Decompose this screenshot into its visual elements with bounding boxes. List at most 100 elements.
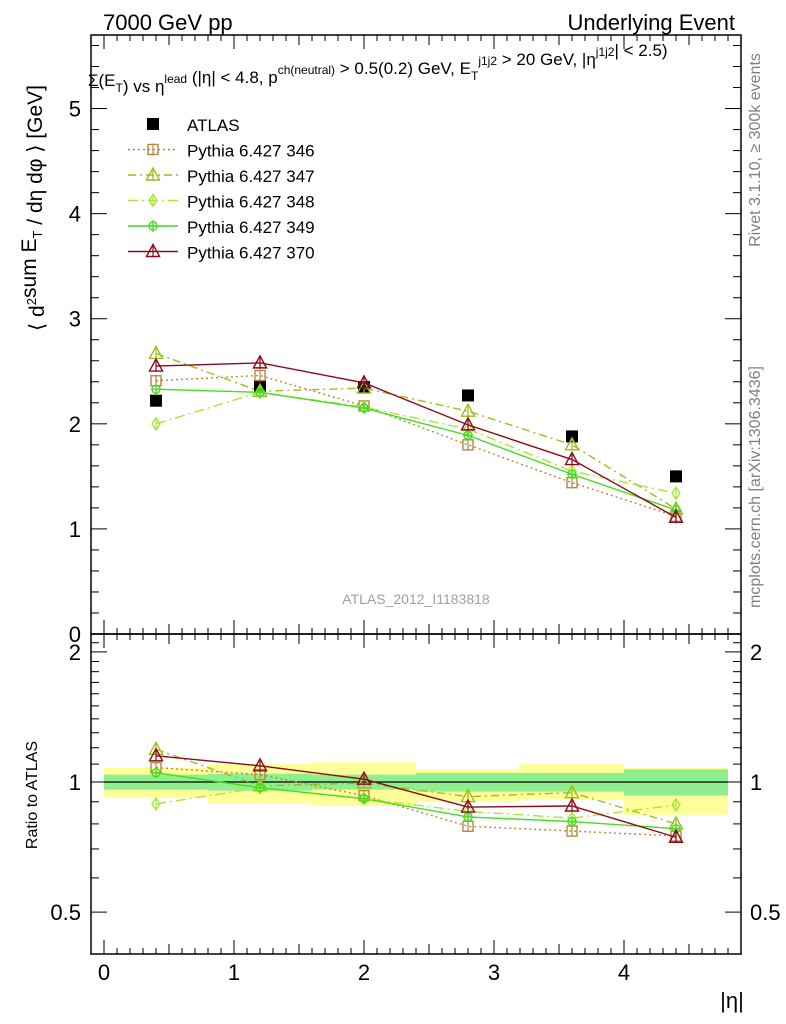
ratio-pythia-6-427-348-point — [671, 797, 681, 813]
y-tick-label: 2 — [69, 412, 81, 437]
pythia-6-427-349-line — [155, 388, 677, 511]
x-axis-label: |η| — [720, 988, 744, 1013]
x-tick-label: 1 — [228, 960, 240, 985]
ratio-pythia-6-427-348-point — [255, 780, 265, 795]
y-tick-label: 4 — [69, 202, 81, 227]
pythia-6-427-347-point — [356, 379, 372, 394]
ratio-series-group — [148, 740, 684, 843]
ratio-pythia-6-427-348-point — [151, 796, 161, 812]
pythia-6-427-370-line — [155, 362, 677, 518]
pythia-6-427-346-series — [150, 369, 682, 523]
ratio-pythia-6-427-349-point — [255, 782, 265, 793]
ratio-pythia-6-427-346-line — [155, 766, 677, 837]
legend-item: Pythia 6.427 370 — [128, 243, 315, 263]
x-tick-label: 2 — [358, 960, 370, 985]
legend-item: ATLAS — [147, 116, 240, 135]
ratio-y-tick-label: 2 — [69, 640, 81, 665]
legend-label: Pythia 6.427 346 — [187, 142, 315, 161]
atlas-point — [462, 389, 474, 402]
ratio-pythia-6-427-347-point — [460, 788, 476, 803]
pythia-6-427-348-point — [671, 485, 681, 501]
pythia-6-427-346-point — [254, 369, 266, 382]
pythia-6-427-349-point — [255, 387, 265, 398]
legend-marker — [148, 193, 158, 208]
pythia-6-427-347-line — [155, 352, 677, 510]
ratio-pythia-6-427-370-point — [252, 757, 268, 772]
header-right: Underlying Event — [567, 10, 735, 35]
rivet-version-label: Rivet 3.1.10, ≥ 300k events — [747, 53, 764, 247]
legend-marker — [145, 166, 161, 181]
pythia-6-427-348-point — [151, 416, 161, 432]
ratio-y-tick-label: 1 — [69, 770, 81, 795]
main-series-group — [148, 344, 684, 524]
pythia-6-427-349-point — [151, 384, 161, 395]
ratio-pythia-6-427-370-point — [564, 797, 580, 812]
atlas-point — [670, 470, 682, 483]
legend: ATLAS Pythia 6.427 346 Pythia 6.427 347 Pyt… — [128, 116, 315, 263]
legend-marker — [148, 221, 158, 231]
pythia-6-427-347-point — [460, 402, 476, 417]
ratio-pythia-6-427-349-point — [567, 816, 577, 827]
ratio-y-tick-label-right: 0.5 — [750, 900, 781, 925]
pythia-6-427-348-line — [155, 391, 677, 494]
legend-item: Pythia 6.427 347 — [128, 166, 315, 186]
pythia-6-427-347-point — [564, 436, 580, 451]
ratio-pythia-6-427-349-point — [151, 767, 161, 778]
legend-label: Pythia 6.427 348 — [187, 193, 315, 212]
ratio-pythia-6-427-347-line — [155, 748, 677, 825]
ratio-pythia-6-427-349-point — [463, 811, 473, 822]
ratio-pythia-6-427-370-series — [148, 747, 684, 843]
ratio-pythia-6-427-370-point — [460, 798, 476, 813]
pythia-6-427-349-point — [359, 403, 369, 414]
x-tick-label: 0 — [98, 960, 110, 985]
mcplots-label: mcplots.cern.ch [arXiv:1306.3436] — [747, 366, 764, 608]
ratio-pythia-6-427-349-point — [671, 823, 681, 834]
ratio-pythia-6-427-349-series — [151, 767, 681, 834]
ratio-pythia-6-427-370-point — [356, 770, 372, 785]
ratio-pythia-6-427-347-point — [356, 774, 372, 789]
ratio-pythia-6-427-349-line — [155, 772, 677, 830]
pythia-6-427-346-line — [155, 374, 677, 517]
ratio-y-tick-label-right: 2 — [750, 640, 762, 665]
pythia-6-427-370-point — [148, 357, 164, 372]
pythia-6-427-347-series — [148, 344, 684, 515]
pythia-6-427-370-point — [460, 416, 476, 431]
pythia-6-427-349-point — [567, 469, 577, 480]
pythia-6-427-370-point — [252, 354, 268, 369]
ratio-pythia-6-427-370-line — [155, 755, 677, 838]
plot-title: Σ(ET) vs ηlead (|η| < 4.8, pch(neutral) … — [88, 41, 668, 96]
legend-item: Pythia 6.427 349 — [128, 218, 315, 237]
legend-label: Pythia 6.427 370 — [187, 244, 315, 263]
pythia-6-427-370-point — [668, 508, 684, 524]
main-y-axis-label: ⟨ d2sum ET / dη dφ ⟩ [GeV] — [18, 85, 49, 331]
pythia-6-427-370-series — [148, 354, 684, 524]
header-left: 7000 GeV pp — [103, 10, 233, 35]
legend-marker — [147, 118, 159, 130]
x-tick-label: 3 — [488, 960, 500, 985]
ratio-y-axis-label: Ratio to ATLAS — [24, 741, 41, 849]
ratio-pythia-6-427-349-point — [359, 793, 369, 804]
legend-item: Pythia 6.427 348 — [128, 193, 315, 212]
legend-marker — [145, 243, 161, 258]
legend-item: Pythia 6.427 346 — [128, 142, 315, 161]
y-tick-label: 3 — [69, 307, 81, 332]
atlas-series — [150, 379, 682, 483]
ratio-pythia-6-427-370-point — [148, 747, 164, 762]
axes-ticks: 0 1 2 3 4 0 1 2 3 4 5 0.5 0.5 1 1 2 2 — [50, 35, 781, 985]
analysis-label: ATLAS_2012_I1183818 — [342, 591, 490, 607]
pythia-6-427-349-series — [151, 383, 681, 516]
legend-label: Pythia 6.427 349 — [187, 218, 315, 237]
ratio-pythia-6-427-370-point — [668, 828, 684, 843]
pythia-6-427-349-point — [463, 430, 473, 441]
ratio-pythia-6-427-348-line — [155, 787, 677, 819]
pythia-6-427-370-point — [564, 451, 580, 466]
ratio-y-tick-label: 0.5 — [50, 900, 81, 925]
atlas-point — [150, 394, 162, 407]
y-tick-label: 1 — [69, 517, 81, 542]
legend-label: ATLAS — [187, 116, 240, 135]
y-tick-label: 5 — [69, 97, 81, 122]
pythia-6-427-370-point — [356, 374, 372, 389]
legend-marker — [147, 143, 159, 156]
legend-label: Pythia 6.427 347 — [187, 167, 315, 186]
